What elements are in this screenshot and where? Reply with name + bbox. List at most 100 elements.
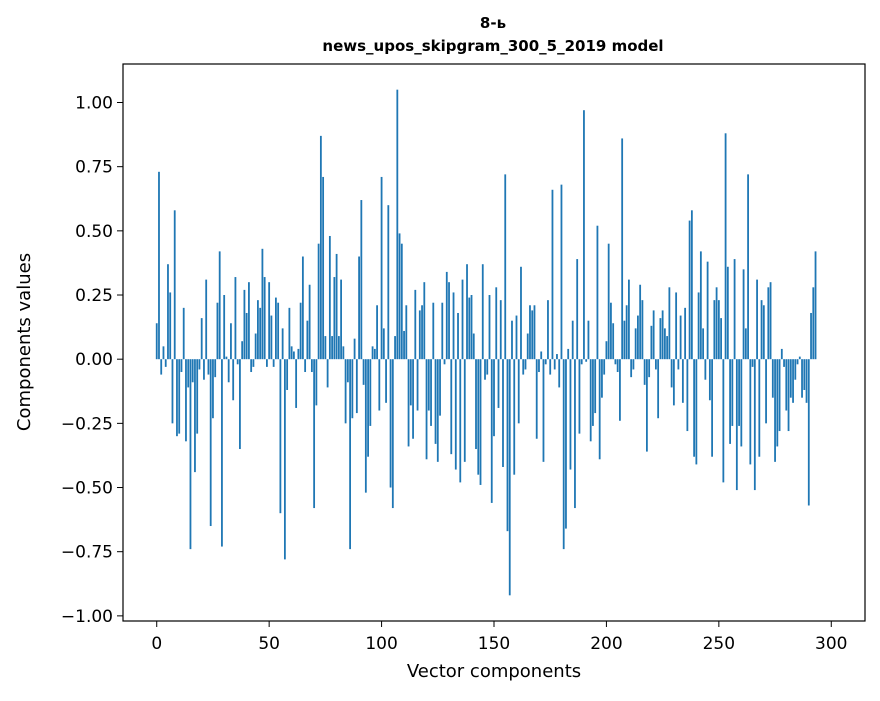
bar xyxy=(792,359,794,403)
bar xyxy=(479,359,482,485)
bar xyxy=(362,359,365,385)
bar xyxy=(614,359,617,365)
bar xyxy=(535,359,538,439)
bar xyxy=(209,359,212,527)
bar xyxy=(230,323,232,360)
bar xyxy=(690,210,693,360)
bar xyxy=(587,320,590,360)
bar xyxy=(245,312,248,360)
bar xyxy=(391,359,394,509)
bar xyxy=(418,310,421,360)
bar xyxy=(164,359,167,367)
bar xyxy=(266,359,268,367)
bar xyxy=(412,359,414,439)
bar xyxy=(760,300,763,360)
bar xyxy=(308,284,311,360)
bar xyxy=(430,359,432,426)
bar xyxy=(571,320,574,360)
bar xyxy=(652,310,655,360)
bar xyxy=(538,359,540,373)
bar xyxy=(207,359,210,375)
bar xyxy=(182,307,185,360)
bar xyxy=(567,348,570,360)
bar xyxy=(553,359,556,370)
bar xyxy=(283,359,286,560)
bar xyxy=(160,359,163,375)
plot-frame xyxy=(122,63,866,622)
bar xyxy=(328,235,331,360)
bar xyxy=(225,356,228,360)
bar xyxy=(787,359,790,432)
bar xyxy=(223,295,226,360)
bar xyxy=(212,359,214,419)
bar xyxy=(715,287,718,360)
bar xyxy=(574,359,576,509)
bar xyxy=(248,282,250,360)
bar xyxy=(789,359,792,398)
bar xyxy=(632,359,635,370)
bar xyxy=(551,189,554,360)
bar xyxy=(187,359,190,388)
bar xyxy=(704,359,707,380)
bar xyxy=(454,359,457,470)
bar xyxy=(333,277,336,360)
bar xyxy=(481,264,484,360)
bar xyxy=(504,174,507,360)
bar xyxy=(612,323,615,360)
bar xyxy=(805,359,808,403)
bar xyxy=(533,305,536,360)
bar xyxy=(562,359,565,550)
bar xyxy=(463,359,466,462)
y-tick-label: −1.00 xyxy=(61,607,113,627)
bar xyxy=(659,318,662,360)
bar xyxy=(403,330,405,360)
bar xyxy=(502,359,504,467)
bar xyxy=(423,282,426,360)
bar xyxy=(214,359,217,378)
bar xyxy=(468,297,471,360)
bar xyxy=(382,328,385,360)
bar xyxy=(376,305,378,360)
bar xyxy=(216,302,219,360)
bar xyxy=(250,359,253,373)
bar xyxy=(194,359,196,473)
bar xyxy=(657,359,660,419)
bar xyxy=(592,359,594,426)
bar xyxy=(735,359,738,491)
bar xyxy=(355,359,358,414)
bar xyxy=(751,359,754,367)
bar xyxy=(441,302,444,360)
bar xyxy=(167,264,169,360)
bar xyxy=(769,282,772,360)
bar xyxy=(767,287,770,360)
bar xyxy=(315,359,318,406)
bar xyxy=(661,310,664,360)
y-tick-label: 1.00 xyxy=(75,94,113,114)
bar xyxy=(180,359,183,373)
bar xyxy=(346,359,349,383)
bar xyxy=(544,359,547,365)
bar xyxy=(490,359,493,503)
bar xyxy=(335,253,338,360)
bar xyxy=(729,359,731,444)
bar xyxy=(785,359,788,411)
bar xyxy=(713,300,716,360)
bar xyxy=(292,351,295,360)
bar xyxy=(349,359,351,550)
bar xyxy=(405,305,408,360)
bar xyxy=(625,305,628,360)
bar xyxy=(486,359,489,375)
bar xyxy=(699,251,702,360)
bar xyxy=(594,359,597,414)
bar xyxy=(387,205,390,360)
bar xyxy=(371,346,374,360)
bar xyxy=(796,359,799,365)
bar xyxy=(396,89,399,360)
bar xyxy=(740,359,743,447)
bar xyxy=(432,302,435,360)
bar xyxy=(558,359,561,388)
bar xyxy=(173,210,176,360)
bar xyxy=(326,359,329,388)
bar xyxy=(198,359,201,370)
y-tick-label: −0.75 xyxy=(61,543,113,563)
